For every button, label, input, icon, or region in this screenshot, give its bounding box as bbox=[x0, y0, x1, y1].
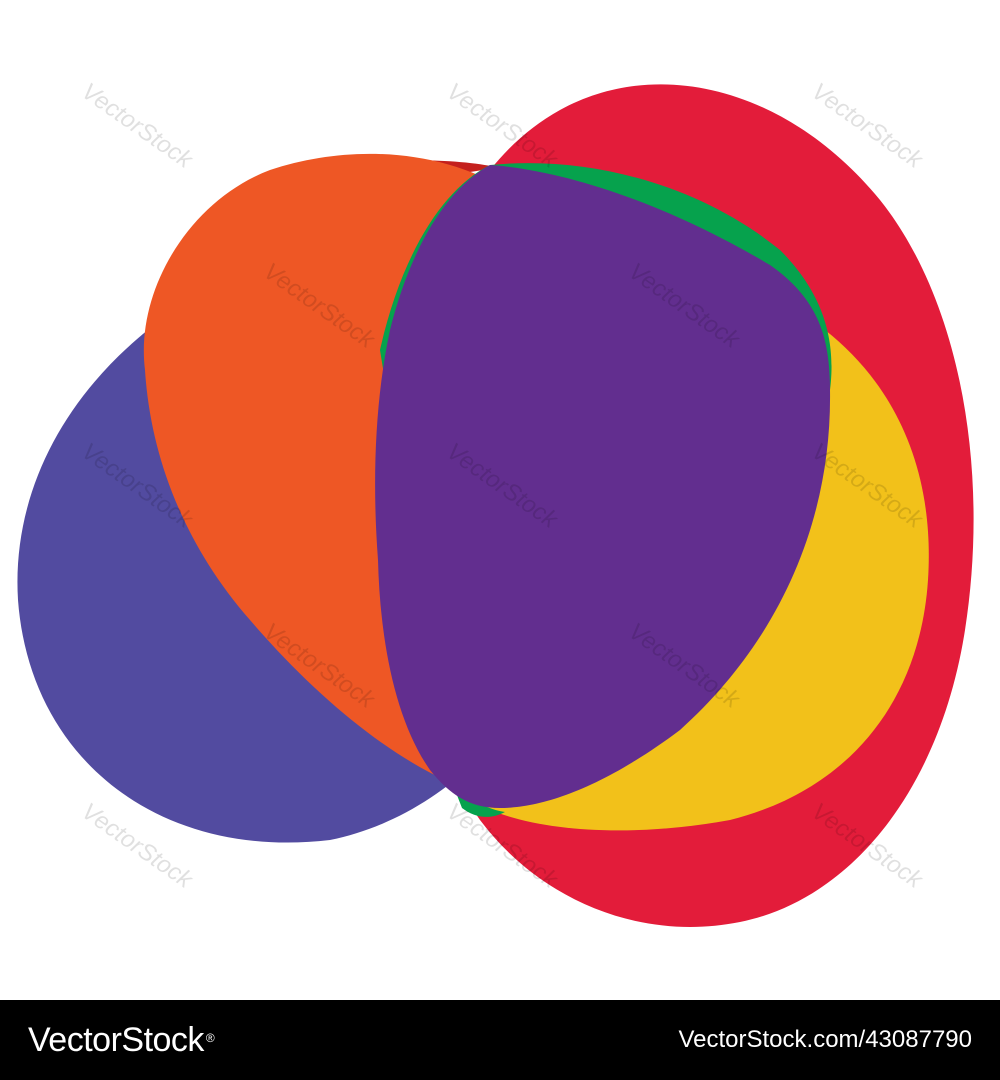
footer-bar: VectorStock ® VectorStock.com/43087790 bbox=[0, 1000, 1000, 1080]
registered-mark: ® bbox=[205, 1030, 215, 1045]
green-sliver-bottom bbox=[455, 790, 505, 817]
watermark-text: VectorStock bbox=[77, 78, 199, 175]
overlapping-blobs-artwork: VectorStock VectorStock VectorStock Vect… bbox=[17, 78, 974, 927]
image-id: VectorStock.com/43087790 bbox=[678, 1026, 972, 1053]
brand-name: VectorStock bbox=[28, 1020, 204, 1059]
footer-brand: VectorStock ® bbox=[28, 1020, 215, 1060]
